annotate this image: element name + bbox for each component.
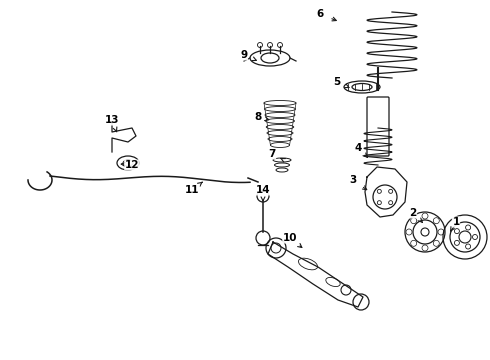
Text: 10: 10 [283, 233, 297, 243]
Text: 12: 12 [125, 160, 139, 170]
Text: 4: 4 [354, 143, 362, 153]
Text: 3: 3 [349, 175, 357, 185]
Text: 5: 5 [333, 77, 341, 87]
Text: 13: 13 [105, 115, 119, 125]
Text: 9: 9 [241, 50, 247, 60]
Text: 2: 2 [409, 208, 416, 218]
Text: 14: 14 [256, 185, 270, 195]
Text: 6: 6 [317, 9, 323, 19]
Text: 1: 1 [452, 217, 460, 227]
Text: 8: 8 [254, 112, 262, 122]
Text: 11: 11 [185, 185, 199, 195]
Text: 7: 7 [269, 149, 276, 159]
